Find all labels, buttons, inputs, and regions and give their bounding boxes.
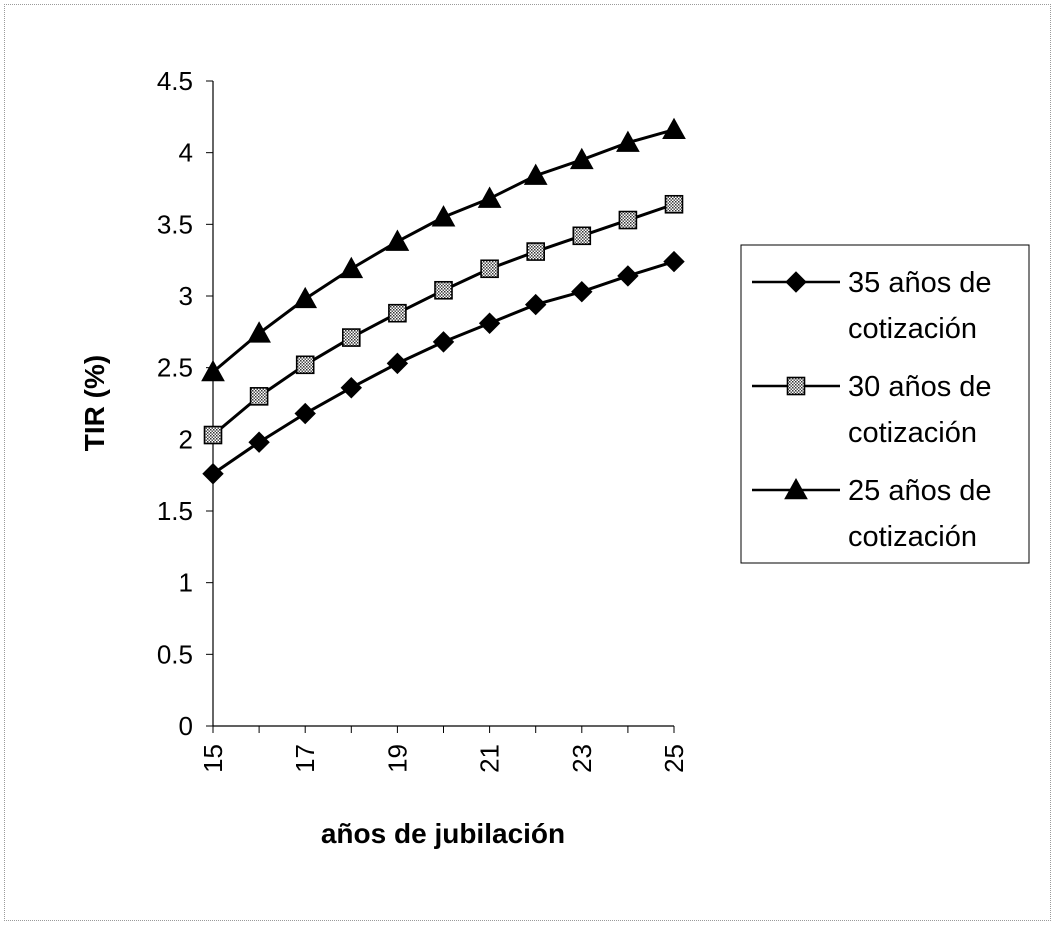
x-tick-label: 17 [290, 744, 320, 773]
legend-marker [785, 271, 807, 293]
legend: 35 años de cotización 30 años de cotización… [740, 244, 1030, 564]
y-tick-label: 3.5 [157, 209, 193, 239]
data-point [617, 265, 639, 287]
data-point [202, 463, 224, 485]
data-point [480, 259, 499, 279]
data-point [341, 328, 361, 347]
y-axis-ticks: 0 0.5 1 1.5 2 2.5 3 3.5 4 4.5 [157, 66, 213, 741]
x-tick-label: 19 [382, 744, 412, 773]
series-1 [203, 194, 684, 445]
legend-label: 35 años de [848, 267, 992, 299]
data-point [569, 147, 594, 170]
legend-label: cotización [848, 417, 977, 449]
data-point [293, 286, 318, 309]
legend-label: cotización [848, 313, 977, 345]
data-point [432, 331, 455, 353]
data-point [478, 312, 501, 334]
data-point [526, 242, 546, 261]
x-tick-label: 25 [659, 744, 689, 773]
data-point [203, 425, 223, 445]
data-point [431, 205, 456, 227]
legend-label: 30 años de [848, 371, 992, 403]
y-tick-label: 0.5 [157, 639, 193, 669]
y-tick-label: 1 [179, 568, 193, 598]
y-tick-label: 4 [179, 138, 193, 168]
data-point [663, 250, 685, 273]
legend-item-0: 35 años de cotización [752, 267, 992, 345]
data-point [340, 377, 363, 399]
data-point [572, 226, 592, 246]
data-point [386, 352, 409, 375]
x-tick-label: 15 [198, 744, 228, 773]
y-axis-title: TIR (%) [79, 355, 110, 451]
chart-frame [4, 4, 1051, 921]
data-point [523, 163, 548, 185]
y-tick-label: 3 [179, 281, 193, 311]
data-point [618, 210, 638, 230]
legend-label: cotización [848, 521, 977, 553]
series-2 [201, 117, 686, 382]
legend-item-1: 30 años de cotización [752, 371, 992, 449]
x-axis-ticks: 15 17 19 21 23 25 [198, 726, 689, 773]
data-point [477, 186, 502, 208]
legend-marker [786, 376, 806, 396]
data-point [388, 303, 407, 323]
data-point [385, 229, 410, 251]
data-point [339, 256, 364, 279]
data-point [249, 387, 269, 406]
data-point [662, 117, 686, 140]
series-line [212, 202, 675, 437]
data-point [524, 293, 547, 316]
y-tick-label: 0 [179, 711, 193, 741]
x-axis-title: años de jubilación [321, 818, 565, 849]
legend-marker [784, 477, 808, 500]
series-layer [201, 117, 686, 485]
data-point [201, 359, 225, 382]
y-tick-label: 2.5 [157, 353, 193, 383]
legend-item-2: 25 años de cotización [752, 475, 992, 553]
data-point [295, 355, 315, 375]
data-point [294, 402, 316, 425]
y-tick-label: 1.5 [157, 496, 193, 526]
legend-label: 25 años de [848, 475, 992, 507]
data-point [247, 321, 271, 343]
data-point [571, 280, 593, 303]
x-tick-label: 21 [475, 744, 505, 773]
legend-box [740, 244, 1030, 564]
data-point [434, 280, 453, 300]
y-tick-label: 4.5 [157, 66, 193, 96]
data-point [616, 130, 640, 152]
data-point [664, 194, 684, 214]
data-point [248, 431, 270, 453]
x-tick-label: 23 [567, 744, 597, 773]
series-0 [202, 250, 685, 485]
y-tick-label: 2 [179, 424, 193, 454]
